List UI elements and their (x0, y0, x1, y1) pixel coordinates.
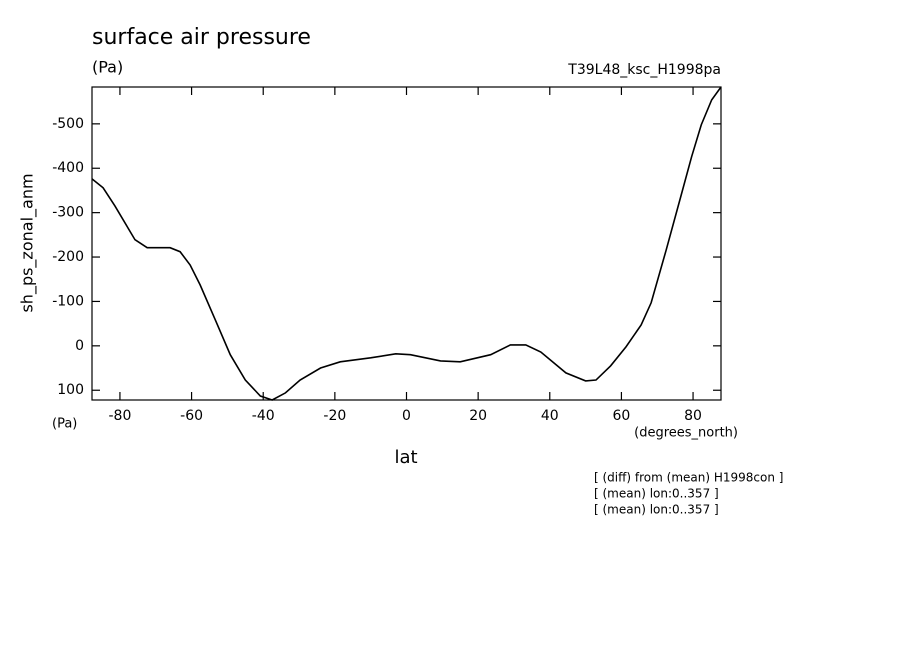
x-tick-label: -20 (323, 408, 346, 424)
x-tick-label: -60 (180, 408, 203, 424)
run-label: T39L48_ksc_H1998pa (567, 62, 721, 78)
y-tick-label: -400 (52, 160, 84, 176)
x-tick-label: 20 (469, 408, 487, 424)
y-tick-label: -100 (52, 293, 84, 309)
data-line (91, 86, 722, 401)
note: [ (mean) lon:0..357 ] (594, 487, 719, 501)
x-tick-label: -80 (109, 408, 132, 424)
y-units: (Pa) (52, 417, 77, 432)
x-axis-label: lat (394, 447, 417, 468)
y-tick-label: 0 (75, 338, 84, 354)
x-tick-label: 0 (402, 408, 411, 424)
x-tick-label: 60 (613, 408, 631, 424)
y-tick-label: -500 (52, 116, 84, 132)
chart-title: surface air pressure (92, 25, 311, 50)
y-axis-label: sh_ps_zonal_anm (18, 173, 38, 312)
x-tick-label: 80 (684, 408, 702, 424)
x-tick-label: 40 (541, 408, 559, 424)
x-tick-label: -40 (252, 408, 275, 424)
y-tick-label: -200 (52, 249, 84, 265)
note: [ (mean) lon:0..357 ] (594, 503, 719, 517)
x-units: (degrees_north) (634, 426, 738, 441)
units-label: (Pa) (92, 58, 123, 77)
note: [ (diff) from (mean) H1998con ] (594, 471, 783, 485)
y-tick-label: -300 (52, 205, 84, 221)
y-tick-label: 100 (57, 382, 84, 398)
